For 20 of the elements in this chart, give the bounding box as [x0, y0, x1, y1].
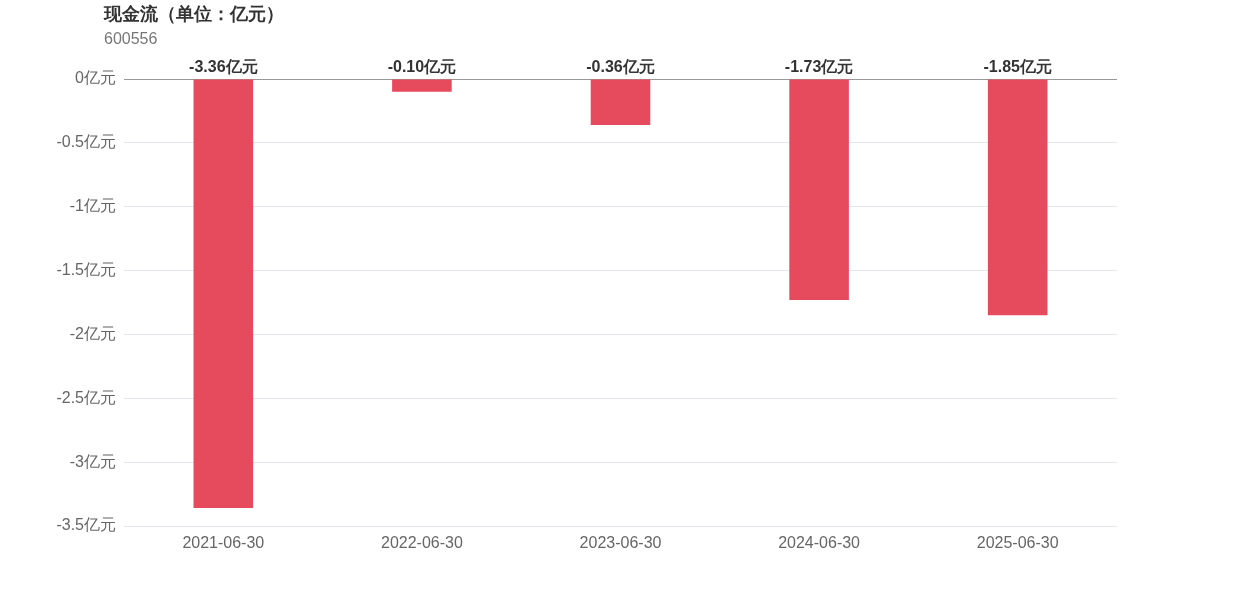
data-label: -1.85亿元: [983, 57, 1052, 75]
y-tick-label: -3.5亿元: [56, 516, 116, 534]
x-tick-label: 2023-06-30: [579, 534, 662, 552]
y-tick-label: -2.5亿元: [56, 388, 116, 406]
x-tick-label: 2024-06-30: [778, 534, 861, 552]
data-label: -1.73亿元: [784, 57, 854, 75]
chart-subtitle: 600556: [104, 30, 158, 48]
x-tick-label: 2025-06-30: [976, 534, 1059, 552]
y-tick-label: -1亿元: [69, 197, 116, 215]
data-label: -0.36亿元: [586, 57, 655, 75]
y-tick-label: -2亿元: [69, 324, 116, 342]
y-tick-label: -0.5亿元: [56, 133, 116, 151]
x-tick-label: 2021-06-30: [182, 534, 265, 552]
y-tick-label: -1.5亿元: [56, 260, 116, 278]
chart-title: 现金流（单位：亿元）: [104, 3, 284, 26]
y-tick-label: -3亿元: [69, 452, 116, 470]
x-tick-label: 2022-06-30: [380, 534, 463, 552]
data-label: -0.10亿元: [387, 57, 457, 75]
y-tick-label: 0亿元: [75, 69, 116, 87]
data-label: -3.36亿元: [189, 57, 258, 75]
